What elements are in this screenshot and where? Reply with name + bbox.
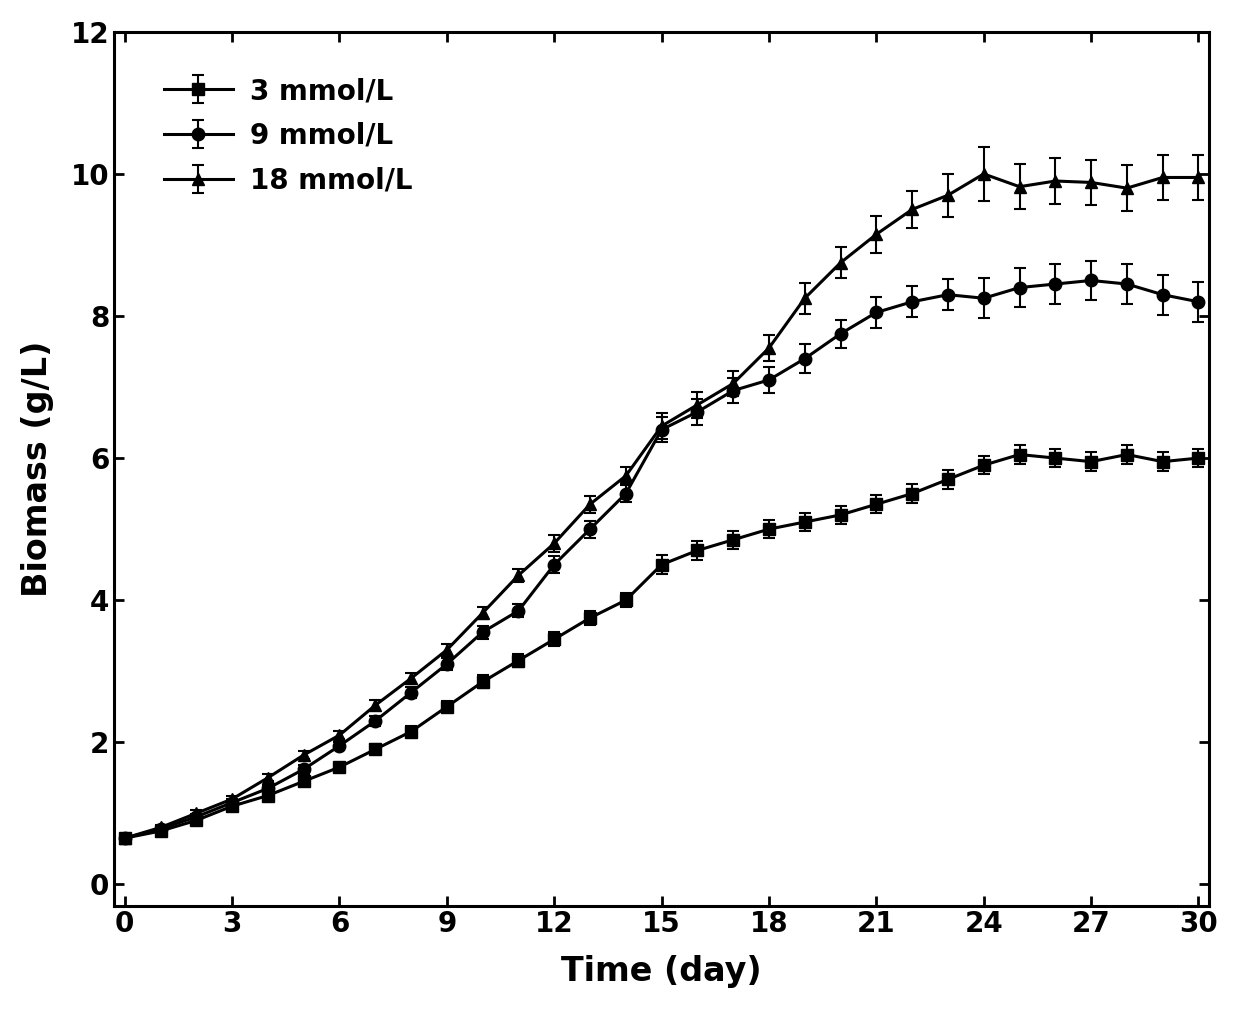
X-axis label: Time (day): Time (day)	[562, 956, 761, 988]
Y-axis label: Biomass (g/L): Biomass (g/L)	[21, 341, 53, 597]
Legend: 3 mmol/L, 9 mmol/L, 18 mmol/L: 3 mmol/L, 9 mmol/L, 18 mmol/L	[150, 64, 427, 208]
